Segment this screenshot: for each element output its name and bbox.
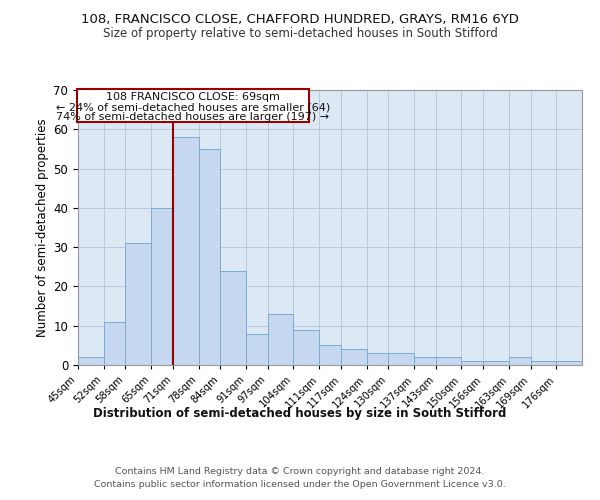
Bar bbox=[199, 149, 220, 365]
Bar bbox=[151, 208, 173, 365]
Bar bbox=[293, 330, 319, 365]
Bar bbox=[461, 361, 484, 365]
Bar bbox=[414, 357, 436, 365]
Text: 108 FRANCISCO CLOSE: 69sqm: 108 FRANCISCO CLOSE: 69sqm bbox=[106, 92, 280, 102]
Bar bbox=[246, 334, 268, 365]
Bar bbox=[78, 357, 104, 365]
Text: Contains HM Land Registry data © Crown copyright and database right 2024.: Contains HM Land Registry data © Crown c… bbox=[115, 468, 485, 476]
Bar bbox=[341, 350, 367, 365]
Bar bbox=[268, 314, 293, 365]
Bar bbox=[436, 357, 461, 365]
Text: 74% of semi-detached houses are larger (197) →: 74% of semi-detached houses are larger (… bbox=[56, 112, 329, 122]
Bar bbox=[556, 361, 582, 365]
Text: Size of property relative to semi-detached houses in South Stifford: Size of property relative to semi-detach… bbox=[103, 28, 497, 40]
Bar bbox=[173, 137, 199, 365]
Bar bbox=[125, 243, 151, 365]
Text: 108, FRANCISCO CLOSE, CHAFFORD HUNDRED, GRAYS, RM16 6YD: 108, FRANCISCO CLOSE, CHAFFORD HUNDRED, … bbox=[81, 12, 519, 26]
Bar bbox=[531, 361, 556, 365]
Text: Contains public sector information licensed under the Open Government Licence v3: Contains public sector information licen… bbox=[94, 480, 506, 489]
Bar bbox=[319, 346, 341, 365]
Text: Distribution of semi-detached houses by size in South Stifford: Distribution of semi-detached houses by … bbox=[94, 408, 506, 420]
Bar bbox=[220, 270, 246, 365]
Text: ← 24% of semi-detached houses are smaller (64): ← 24% of semi-detached houses are smalle… bbox=[56, 102, 330, 113]
Bar bbox=[367, 353, 388, 365]
Y-axis label: Number of semi-detached properties: Number of semi-detached properties bbox=[36, 118, 49, 337]
Bar bbox=[388, 353, 414, 365]
Bar bbox=[484, 361, 509, 365]
Bar bbox=[104, 322, 125, 365]
Bar bbox=[509, 357, 531, 365]
